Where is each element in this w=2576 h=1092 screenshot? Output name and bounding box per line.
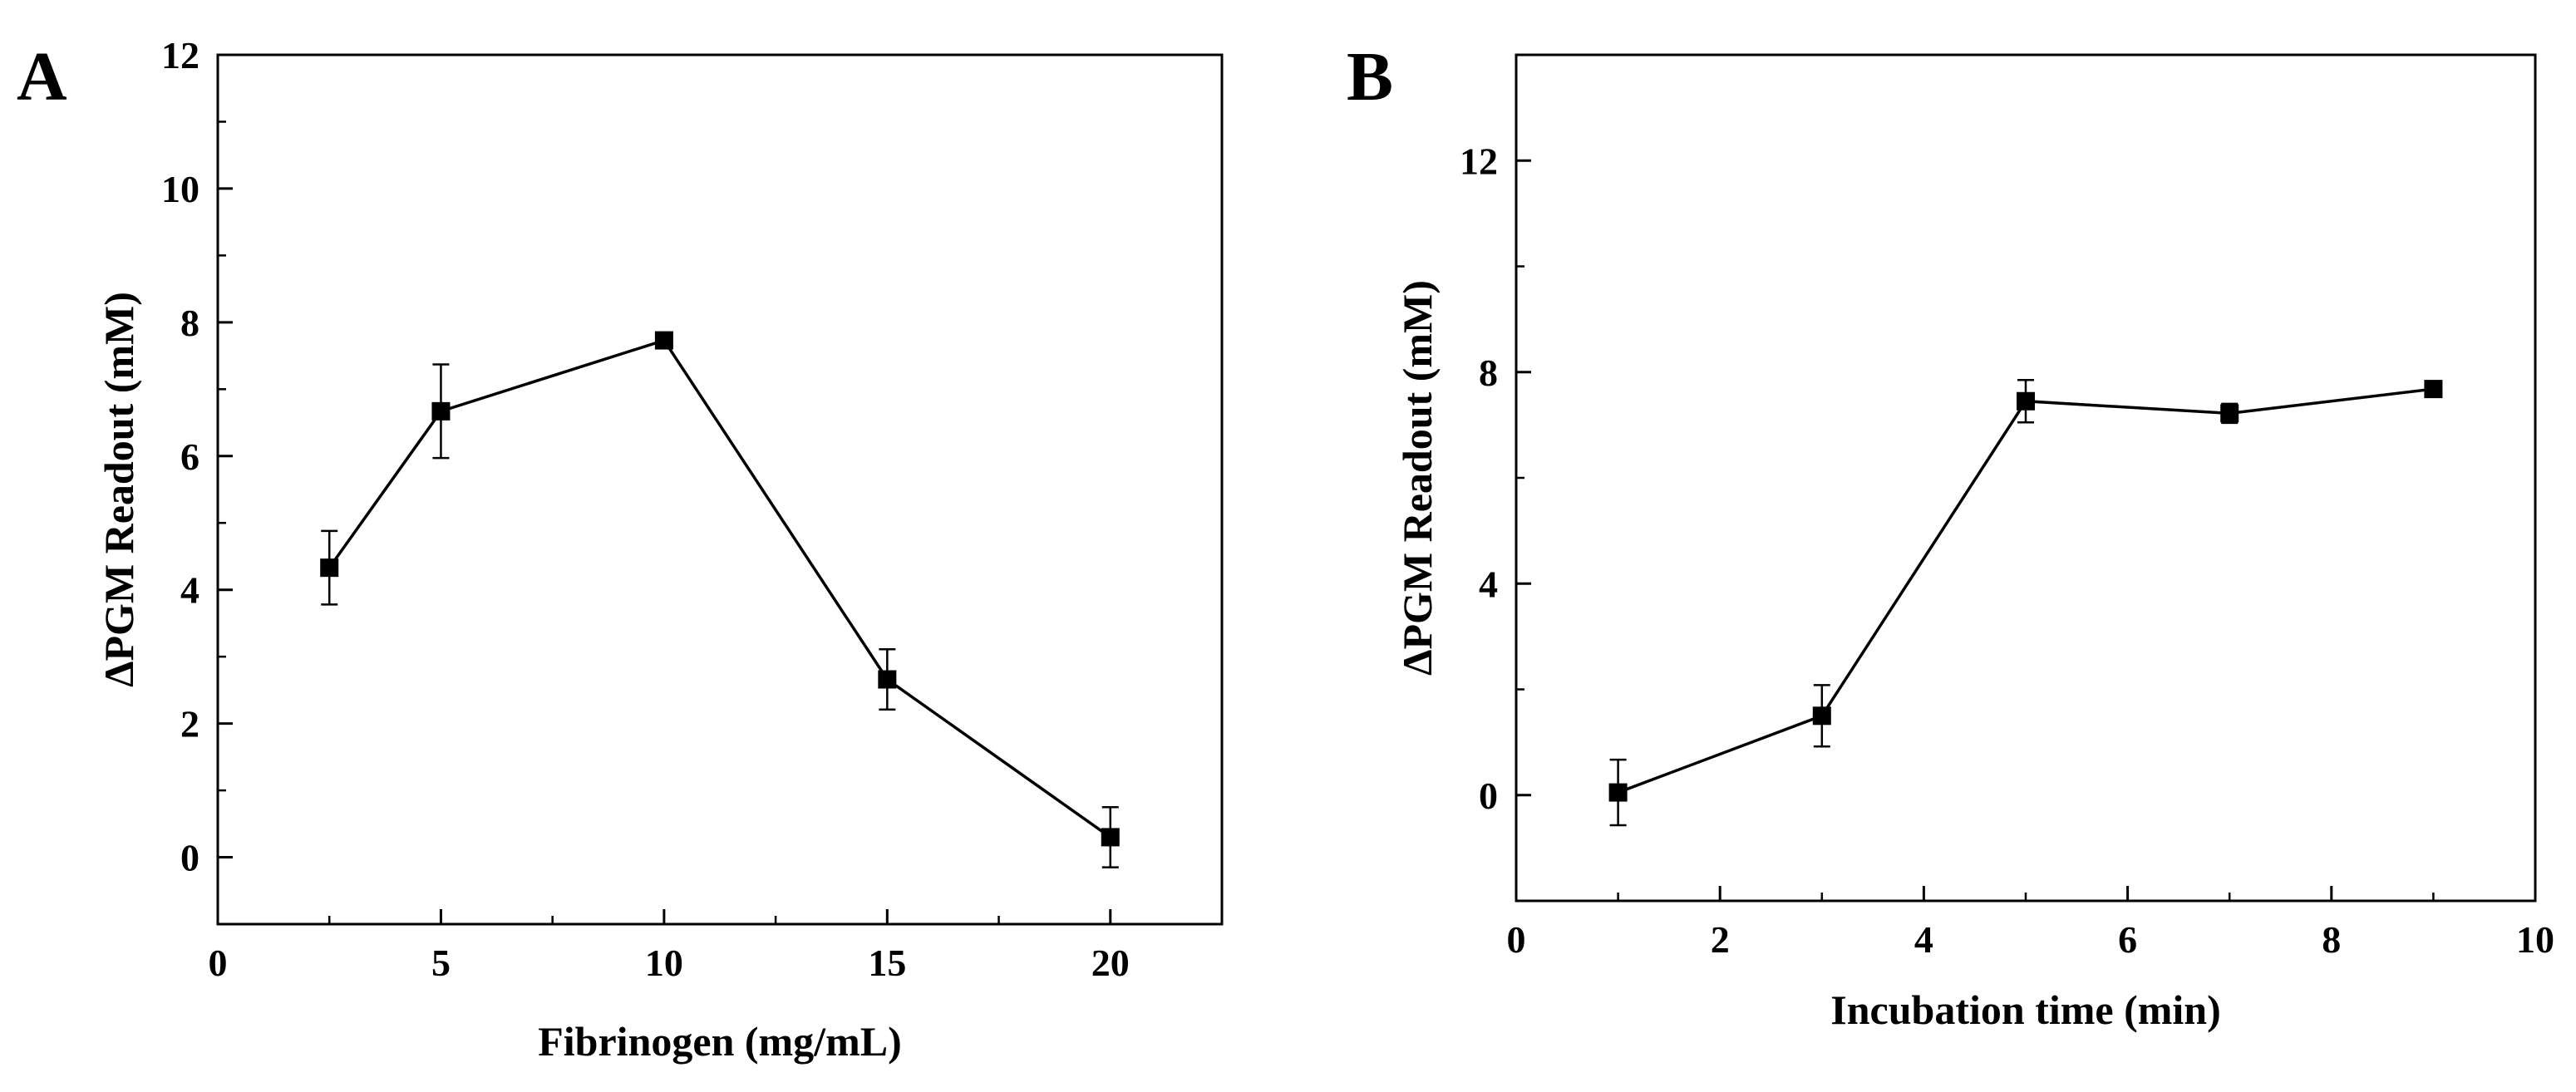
y-tick-label-b: 12: [1460, 140, 1498, 182]
panel-label-a: A: [17, 38, 67, 116]
chart-panel-b: B 0 2 4 6 8 10 0 4 8 12 Incubation time (min) ΔPG…: [1347, 38, 2554, 1033]
x-tick-label-a: 0: [209, 942, 228, 984]
x-tick-label-b: 0: [1507, 918, 1526, 961]
x-tick-label-a: 10: [645, 942, 683, 984]
data-marks-a: [320, 331, 1120, 868]
y-tick-label-a: 2: [180, 703, 199, 745]
axis-ticks-b: [1515, 53, 2537, 903]
series-line-b: [1617, 387, 2434, 794]
y-tick-label-a: 6: [180, 435, 199, 478]
y-tick-label-a: 10: [161, 168, 199, 210]
x-tick-label-b: 8: [2322, 918, 2341, 961]
y-tick-label-b: 0: [1479, 775, 1498, 817]
plot-frame-a: [216, 53, 1224, 926]
y-axis-title-a: ΔPGM Readout (mM): [96, 292, 142, 687]
data-point-b: [2220, 404, 2239, 423]
x-tick-label-a: 20: [1091, 942, 1130, 984]
x-axis-title-a: Fibrinogen (mg/mL): [538, 1018, 901, 1065]
y-tick-label-a: 4: [180, 569, 199, 612]
data-point-a: [878, 670, 897, 689]
data-point-a: [431, 401, 451, 421]
x-tick-label-b: 6: [2118, 918, 2137, 961]
y-tick-label-b: 4: [1479, 563, 1498, 605]
y-tick-label-b: 8: [1479, 352, 1498, 394]
x-tick-label-a: 15: [868, 942, 906, 984]
x-tick-label-a: 5: [431, 942, 451, 984]
x-axis-title-b: Incubation time (min): [1830, 986, 2220, 1033]
data-point-a: [1101, 828, 1120, 847]
x-tick-label-b: 4: [1914, 918, 1933, 961]
y-tick-label-a: 12: [161, 34, 199, 76]
tick-labels-b: 0 2 4 6 8 10 0 4 8 12: [1460, 140, 2554, 961]
y-tick-label-a: 8: [180, 302, 199, 344]
data-point-a: [654, 331, 673, 350]
panel-label-b: B: [1347, 38, 1393, 116]
data-point-b: [1608, 783, 1628, 802]
data-marks-b: [1608, 379, 2443, 827]
data-point-a: [320, 558, 339, 578]
data-point-b: [1812, 706, 1831, 726]
tick-labels-a: 0 5 10 15 20 0 2 4 6 8 10 12: [161, 34, 1130, 984]
y-axis-title-b: ΔPGM Readout (mM): [1394, 280, 1441, 676]
chart-panel-a: A 0 5 10 15 20 0 2 4 6 8 10 12 Fibrinogen (mg/mL) Δ…: [17, 34, 1224, 1065]
x-tick-label-b: 2: [1711, 918, 1730, 961]
data-point-b: [2017, 391, 2035, 411]
x-tick-label-b: 10: [2516, 918, 2554, 961]
data-point-b: [2424, 380, 2443, 399]
axis-ticks-a: [216, 53, 1224, 926]
y-tick-label-a: 0: [180, 837, 199, 879]
